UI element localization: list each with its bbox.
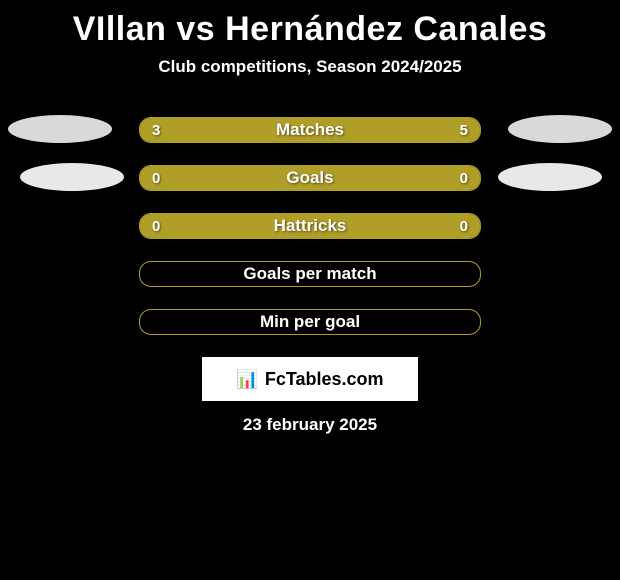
stat-bar: Min per goal <box>139 309 481 335</box>
right-value: 5 <box>460 118 468 142</box>
left-value: 0 <box>152 166 160 190</box>
site-logo: 📊 FcTables.com <box>202 357 418 401</box>
comparison-row: Hattricks0 0 <box>0 213 620 239</box>
bar-chart-icon: 📊 <box>236 369 258 390</box>
right-value: 0 <box>460 166 468 190</box>
left-value: 3 <box>152 118 160 142</box>
stat-bar: Hattricks0 0 <box>139 213 481 239</box>
stat-bar: Goals per match <box>139 261 481 287</box>
page-title: VIllan vs Hernández Canales <box>0 0 620 49</box>
bar-label: Min per goal <box>140 310 480 334</box>
comparison-chart: Matches35Goals00Hattricks00Goals per mat… <box>0 117 620 335</box>
comparison-row: Goals per match <box>0 261 620 287</box>
bar-label: Goals <box>140 166 480 190</box>
bar-label: Hattricks <box>140 214 480 238</box>
stat-bar: Goals0 0 <box>139 165 481 191</box>
comparison-row: Min per goal <box>0 309 620 335</box>
stat-bar: Matches3 5 <box>139 117 481 143</box>
player-bubble <box>20 163 124 191</box>
player-bubble <box>498 163 602 191</box>
right-value: 0 <box>460 214 468 238</box>
logo-text: FcTables.com <box>265 369 384 390</box>
bar-label: Goals per match <box>140 262 480 286</box>
bar-label: Matches <box>140 118 480 142</box>
left-value: 0 <box>152 214 160 238</box>
date-label: 23 february 2025 <box>0 415 620 435</box>
subtitle: Club competitions, Season 2024/2025 <box>0 57 620 77</box>
player-bubble <box>8 115 112 143</box>
player-bubble <box>508 115 612 143</box>
